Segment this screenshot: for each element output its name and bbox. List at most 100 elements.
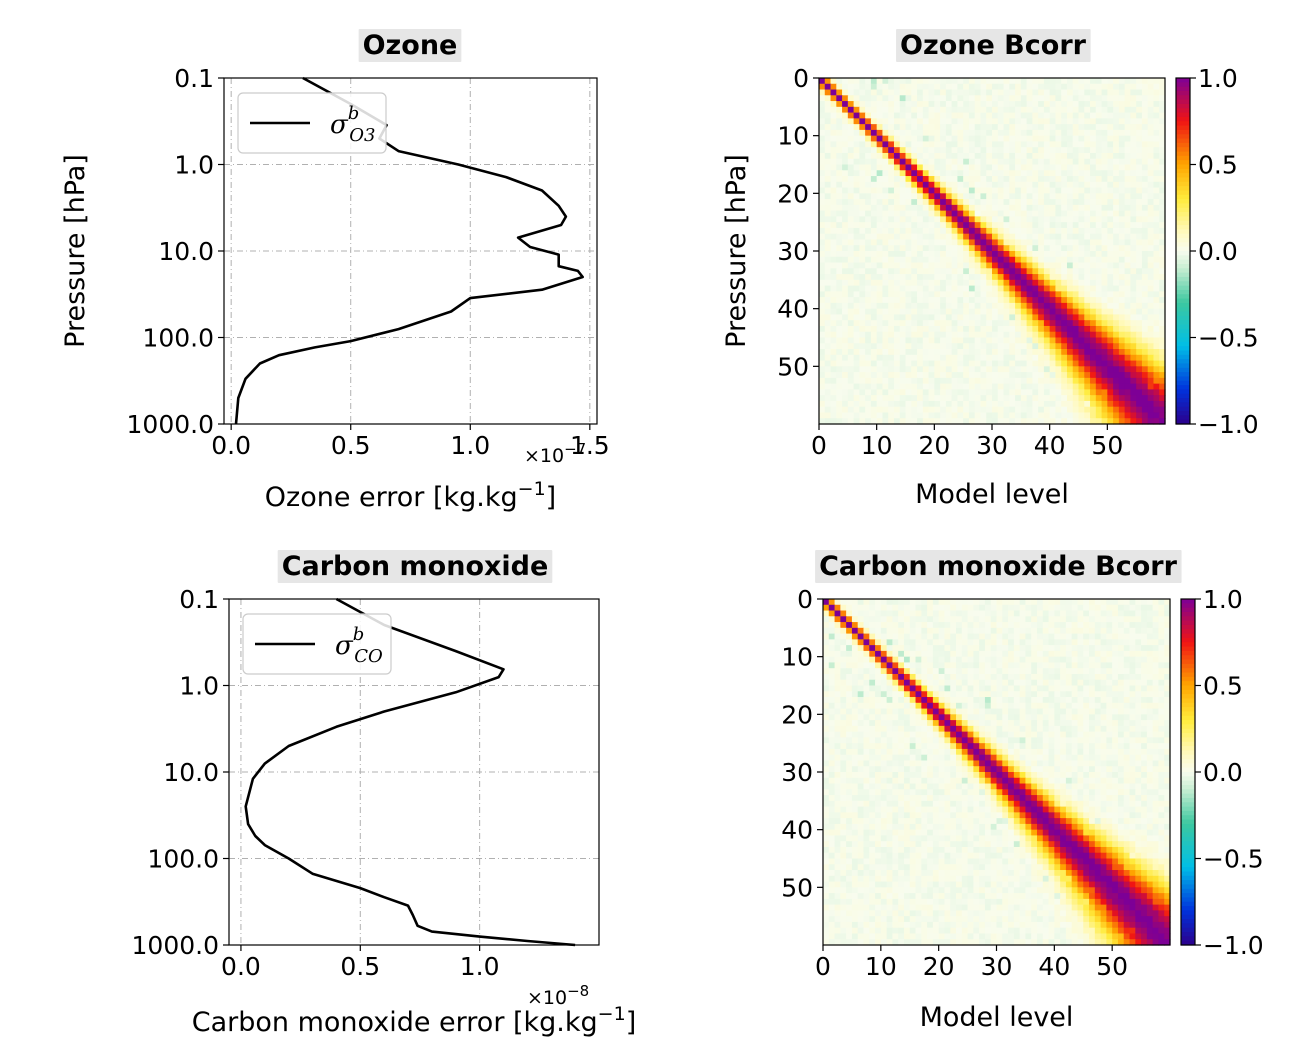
heatmap-cell — [997, 418, 1005, 425]
heatmap-cell — [1095, 181, 1103, 189]
heatmap-cell — [1060, 656, 1067, 664]
heatmap-cell — [1095, 406, 1103, 414]
heatmap-cell — [997, 129, 1005, 137]
heatmap-cell — [1048, 633, 1055, 640]
heatmap-cell — [934, 268, 941, 275]
heatmap-cell — [899, 291, 907, 298]
heatmap-cell — [1009, 239, 1016, 246]
heatmap-cell — [1164, 610, 1171, 617]
heatmap-cell — [928, 320, 935, 327]
heatmap-cell — [1066, 95, 1074, 102]
heatmap-cell — [1124, 285, 1131, 292]
heatmap-cell — [968, 158, 976, 166]
heatmap-cell — [1090, 204, 1097, 212]
heatmap-cell — [986, 418, 993, 425]
heatmap-cell — [1043, 314, 1051, 321]
heatmap-cell — [870, 216, 878, 223]
heatmap-cell — [1043, 187, 1051, 194]
heatmap-cell — [893, 372, 901, 379]
heatmap-cell — [996, 599, 1003, 606]
heatmap-cell — [984, 662, 992, 669]
heatmap-cell — [915, 639, 922, 646]
heatmap-cell — [1013, 627, 1021, 635]
colorbar-segment — [1176, 116, 1190, 122]
heatmap-cell — [1130, 279, 1137, 287]
heatmap-cell — [1032, 118, 1039, 125]
heatmap-cell — [927, 662, 934, 669]
heatmap-cell — [968, 383, 976, 390]
heatmap-cell — [1015, 141, 1022, 148]
heatmap-cell — [1107, 135, 1114, 143]
heatmap-cell — [1072, 78, 1080, 85]
heatmap-cell — [836, 83, 843, 91]
heatmap-cell — [986, 245, 993, 252]
heatmap-cell — [1130, 141, 1137, 148]
heatmap-cell — [1107, 152, 1114, 160]
heatmap-cell — [984, 599, 992, 606]
heatmap-cell — [1135, 662, 1142, 669]
heatmap-cell — [869, 639, 876, 646]
heatmap-cell — [1055, 308, 1062, 316]
heatmap-cell — [940, 291, 947, 298]
heatmap-cell — [1153, 216, 1160, 223]
colorbar-segment — [1176, 160, 1190, 166]
heatmap-cell — [899, 124, 907, 131]
heatmap-cell — [842, 239, 849, 246]
heatmap-cell — [869, 685, 876, 692]
heatmap-cell — [842, 331, 849, 339]
heatmap-cell — [1020, 106, 1028, 114]
heatmap-cell — [824, 418, 832, 425]
heatmap-cell — [842, 152, 849, 160]
heatmap-cell — [882, 216, 889, 223]
heatmap-cell — [1066, 193, 1074, 200]
heatmap-cell — [1164, 599, 1171, 606]
heatmap-cell — [980, 360, 987, 367]
heatmap-cell — [974, 193, 982, 200]
heatmap-cell — [1095, 106, 1103, 114]
heatmap-cell — [934, 199, 941, 206]
heatmap-cell — [1136, 285, 1143, 292]
heatmap-cell — [875, 708, 882, 715]
heatmap-cell — [1112, 662, 1119, 669]
heatmap-cell — [819, 129, 826, 137]
heatmap-cell — [1072, 383, 1080, 390]
colorbar-segment — [1176, 415, 1190, 421]
heatmap-cell — [1019, 662, 1027, 669]
heatmap-cell — [1101, 89, 1108, 96]
heatmap-cell — [944, 679, 951, 687]
heatmap-cell — [968, 302, 976, 310]
heatmap-cell — [992, 395, 999, 402]
heatmap-cell — [992, 78, 999, 85]
heatmap-cell — [886, 673, 893, 681]
heatmap-cell — [875, 599, 882, 606]
heatmap-cell — [945, 256, 953, 264]
heatmap-cell — [1008, 708, 1015, 715]
heatmap-cell — [945, 135, 953, 143]
heatmap-cell — [934, 302, 941, 310]
heatmap-cell — [859, 204, 866, 212]
heatmap-cell — [1071, 645, 1079, 652]
heatmap-cell — [1147, 135, 1155, 143]
heatmap-cell — [1117, 668, 1125, 675]
heatmap-cell — [957, 400, 964, 408]
heatmap-cell — [1124, 170, 1131, 177]
heatmap-cell — [1026, 141, 1033, 148]
heatmap-cell — [1130, 389, 1137, 396]
heatmap-cell — [824, 268, 832, 275]
heatmap-cell — [1164, 673, 1171, 681]
heatmap-cell — [940, 199, 947, 206]
heatmap-cell — [1036, 645, 1044, 652]
heatmap-cell — [911, 343, 918, 350]
heatmap-cell — [1008, 599, 1015, 606]
heatmap-cell — [1094, 650, 1102, 658]
colorbar-segment — [1176, 350, 1190, 356]
heatmap-cell — [1042, 697, 1050, 704]
heatmap-cell — [932, 656, 940, 664]
heatmap-cell — [899, 135, 907, 143]
heatmap-cell — [1147, 412, 1155, 419]
heatmap-cell — [865, 325, 872, 333]
heatmap-cell — [1078, 366, 1085, 373]
heatmap-cell — [1048, 616, 1055, 623]
heatmap-cell — [922, 83, 930, 91]
